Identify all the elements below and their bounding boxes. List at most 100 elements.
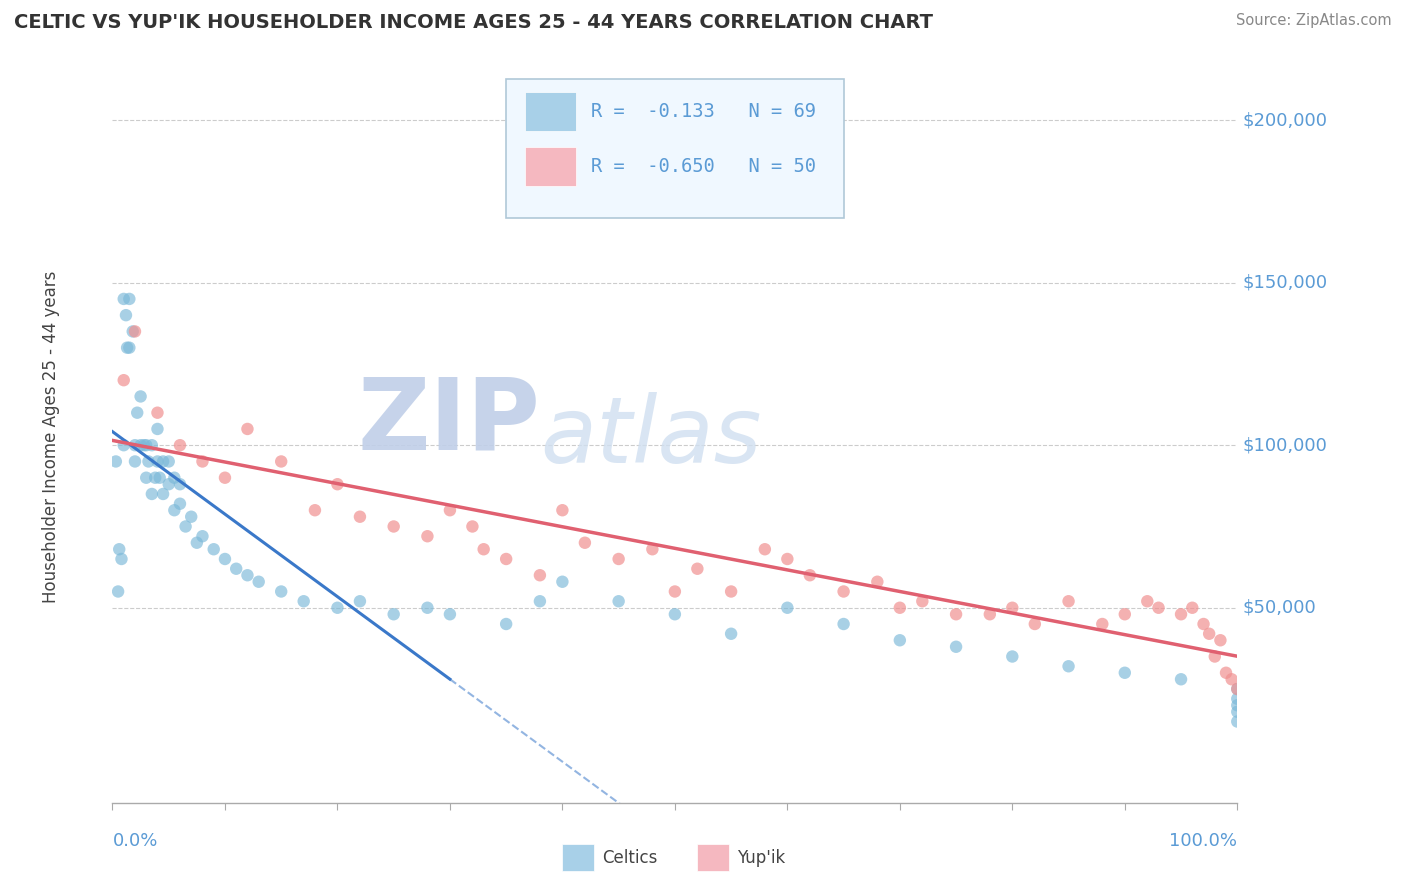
Point — [472, 542, 495, 557]
Point — [129, 389, 152, 403]
Point — [416, 529, 439, 543]
Point — [641, 542, 664, 557]
Point — [115, 308, 138, 322]
Point — [1001, 649, 1024, 664]
Point — [1209, 633, 1232, 648]
Point — [138, 454, 160, 468]
Point — [108, 542, 131, 557]
Point — [270, 584, 292, 599]
Point — [121, 325, 143, 339]
Point — [439, 503, 461, 517]
Text: Source: ZipAtlas.com: Source: ZipAtlas.com — [1236, 13, 1392, 29]
Text: $50,000: $50,000 — [1243, 599, 1316, 616]
Point — [225, 562, 247, 576]
Point — [124, 438, 146, 452]
Point — [832, 617, 855, 632]
Text: $150,000: $150,000 — [1243, 274, 1329, 292]
Point — [118, 292, 141, 306]
Point — [349, 594, 371, 608]
Point — [1170, 673, 1192, 687]
Point — [191, 454, 214, 468]
Text: CELTIC VS YUP'IK HOUSEHOLDER INCOME AGES 25 - 44 YEARS CORRELATION CHART: CELTIC VS YUP'IK HOUSEHOLDER INCOME AGES… — [14, 13, 934, 32]
Point — [1226, 714, 1249, 729]
Point — [236, 568, 259, 582]
Point — [124, 325, 146, 339]
Point — [135, 438, 157, 452]
Point — [169, 497, 191, 511]
Point — [104, 454, 127, 468]
Point — [304, 503, 326, 517]
Point — [1226, 698, 1249, 713]
Point — [169, 438, 191, 452]
Point — [326, 600, 349, 615]
Point — [416, 600, 439, 615]
Point — [157, 477, 180, 491]
Text: ZIP: ZIP — [357, 374, 540, 471]
Point — [1114, 665, 1136, 680]
Point — [529, 568, 551, 582]
Point — [146, 422, 169, 436]
Point — [799, 568, 821, 582]
FancyBboxPatch shape — [697, 845, 728, 871]
Point — [720, 584, 742, 599]
Text: 0.0%: 0.0% — [112, 832, 157, 850]
Point — [1181, 600, 1204, 615]
Point — [110, 552, 132, 566]
Point — [945, 640, 967, 654]
FancyBboxPatch shape — [562, 845, 593, 871]
FancyBboxPatch shape — [526, 146, 576, 186]
Point — [1091, 617, 1114, 632]
Point — [1226, 681, 1249, 696]
Point — [214, 552, 236, 566]
Text: R =  -0.133   N = 69: R = -0.133 N = 69 — [591, 102, 815, 121]
Point — [163, 471, 186, 485]
Point — [112, 292, 135, 306]
Text: 100.0%: 100.0% — [1170, 832, 1237, 850]
Point — [754, 542, 776, 557]
Point — [326, 477, 349, 491]
Point — [1057, 659, 1080, 673]
Point — [664, 607, 686, 622]
Text: R =  -0.650   N = 50: R = -0.650 N = 50 — [591, 157, 815, 176]
Text: $200,000: $200,000 — [1243, 112, 1327, 129]
Point — [1220, 673, 1243, 687]
Point — [115, 341, 138, 355]
Point — [180, 509, 202, 524]
Point — [1170, 607, 1192, 622]
Point — [132, 438, 155, 452]
Point — [1001, 600, 1024, 615]
Point — [439, 607, 461, 622]
Point — [889, 600, 911, 615]
Point — [1147, 600, 1170, 615]
Point — [107, 584, 129, 599]
FancyBboxPatch shape — [506, 78, 844, 218]
Point — [889, 633, 911, 648]
Point — [1198, 626, 1220, 640]
Point — [382, 607, 405, 622]
Point — [1192, 617, 1215, 632]
Point — [1057, 594, 1080, 608]
Point — [607, 594, 630, 608]
Point — [247, 574, 270, 589]
Point — [186, 535, 208, 549]
Point — [495, 552, 517, 566]
Point — [191, 529, 214, 543]
Point — [112, 438, 135, 452]
Point — [461, 519, 484, 533]
Point — [236, 422, 259, 436]
Point — [1226, 691, 1249, 706]
Point — [776, 600, 799, 615]
Point — [1136, 594, 1159, 608]
Point — [551, 503, 574, 517]
Point — [141, 487, 163, 501]
Point — [979, 607, 1001, 622]
Point — [146, 454, 169, 468]
Point — [214, 471, 236, 485]
Point — [292, 594, 315, 608]
Text: Celtics: Celtics — [602, 848, 657, 867]
Point — [163, 503, 186, 517]
Point — [1215, 665, 1237, 680]
Point — [832, 584, 855, 599]
Point — [1226, 705, 1249, 719]
Point — [270, 454, 292, 468]
